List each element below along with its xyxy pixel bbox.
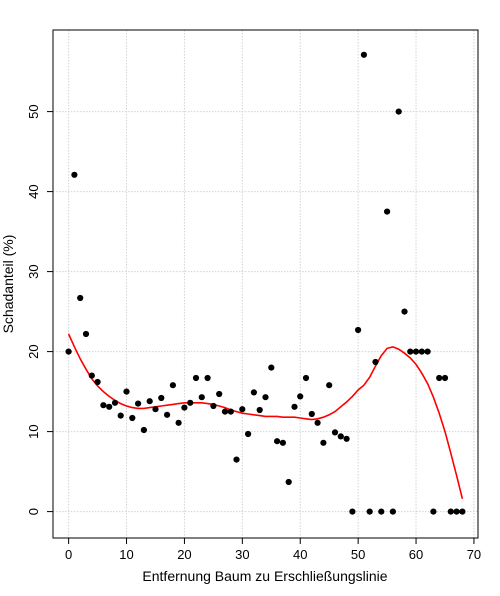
data-point [123, 388, 130, 395]
data-point [65, 348, 72, 355]
data-point [158, 394, 165, 402]
data-point [343, 435, 350, 442]
x-tick-label: 20 [177, 547, 191, 562]
x-tick-label: 10 [119, 547, 133, 562]
data-point [88, 372, 95, 379]
data-point [82, 330, 90, 338]
data-point [192, 374, 200, 382]
x-tick-label: 60 [409, 547, 423, 562]
y-tick-label: 30 [26, 264, 41, 278]
data-point [94, 378, 101, 386]
data-point [337, 433, 344, 440]
data-point [152, 406, 159, 413]
y-tick-label: 40 [26, 184, 41, 198]
y-tick-label: 20 [26, 344, 41, 358]
data-point [384, 208, 391, 215]
data-point [140, 426, 147, 434]
data-point [441, 374, 449, 382]
data-point [308, 410, 315, 418]
data-point [268, 364, 275, 371]
data-point [164, 411, 171, 418]
x-tick-label: 0 [65, 547, 72, 562]
data-point [210, 402, 217, 410]
data-point [389, 508, 396, 515]
data-point [274, 438, 281, 445]
data-point [216, 390, 223, 398]
data-point [106, 403, 113, 410]
data-point [349, 508, 356, 515]
data-point [407, 348, 414, 355]
data-point [401, 308, 408, 315]
plot-frame [52, 29, 479, 539]
data-point [181, 404, 188, 411]
data-point [233, 456, 240, 463]
data-point [326, 382, 333, 389]
data-point [297, 393, 304, 400]
y-tick-label: 10 [26, 424, 41, 438]
data-point [100, 402, 107, 409]
data-point [436, 374, 443, 382]
data-point [279, 439, 286, 446]
data-point [77, 294, 84, 302]
data-point [459, 508, 466, 515]
data-point [262, 394, 269, 401]
grid-lines [53, 30, 478, 538]
data-point [418, 348, 425, 355]
data-point [314, 419, 321, 426]
data-point [453, 508, 460, 515]
x-tick-label: 50 [351, 547, 365, 562]
data-point [111, 399, 119, 406]
data-point [204, 374, 211, 382]
y-tick-label: 0 [26, 508, 41, 515]
x-tick-label: 30 [235, 547, 249, 562]
data-point [169, 382, 176, 389]
data-point [424, 348, 431, 355]
x-tick-label: 40 [293, 547, 307, 562]
data-point [250, 389, 257, 396]
data-point [175, 419, 182, 426]
data-point [378, 508, 385, 515]
data-point [239, 406, 246, 413]
data-point [291, 403, 298, 410]
data-point [198, 394, 205, 401]
data-point [71, 171, 78, 178]
data-point [366, 508, 373, 515]
data-point [447, 508, 454, 515]
data-point [320, 439, 327, 446]
smooth-trend-line [67, 333, 464, 499]
data-point [395, 108, 402, 115]
data-point [430, 508, 437, 515]
data-point [227, 408, 234, 415]
data-point [187, 399, 194, 406]
data-point [221, 408, 229, 415]
x-tick-label: 70 [467, 547, 481, 562]
axes: 0 10 20 30 40 50 60 70 0 10 20 30 40 50 [26, 104, 481, 562]
data-point [285, 478, 292, 486]
data-point [331, 429, 339, 436]
data-point [360, 51, 367, 58]
data-point [256, 406, 263, 414]
y-tick-label: 50 [26, 104, 41, 118]
data-point [372, 358, 379, 366]
data-point [245, 430, 252, 438]
y-axis-title: Schadanteil (%) [0, 235, 16, 334]
data-point [355, 326, 362, 334]
x-axis-title: Entfernung Baum zu Erschließungslinie [142, 568, 387, 584]
data-point [412, 348, 420, 355]
data-point [146, 398, 153, 405]
data-point [302, 374, 310, 382]
data-point [129, 414, 136, 422]
data-point [117, 412, 124, 419]
data-points-layer [65, 51, 466, 515]
data-point [135, 400, 142, 407]
smooth-curve-layer [67, 333, 464, 499]
